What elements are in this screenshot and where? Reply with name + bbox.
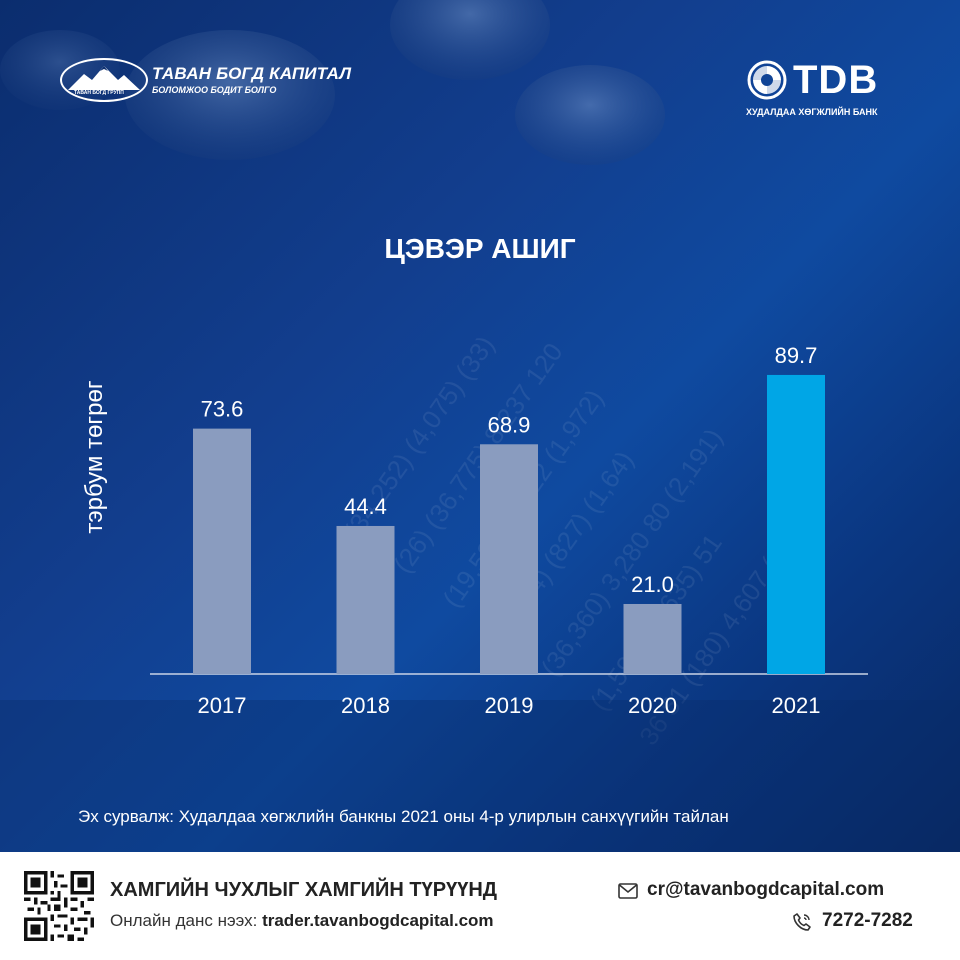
tdb-logo: TDB ХУДАЛДАА ХӨГЖЛИЙН БАНК <box>745 58 915 123</box>
source-note: Эх сурвалж: Худалдаа хөгжлийн банкны 202… <box>78 807 729 826</box>
bar-2018 <box>336 525 395 674</box>
data-label-2020: 21.0 <box>631 572 674 597</box>
online-account-label: Онлайн данс нээх: <box>110 911 263 930</box>
qr-code-icon[interactable] <box>24 871 94 941</box>
phone-icon <box>793 913 811 931</box>
right-logo-brand: TDB <box>793 58 879 102</box>
data-label-2017: 73.6 <box>201 397 244 422</box>
left-logo-sub: ТАВАН БОГД ГРУПП <box>74 90 124 96</box>
left-logo-tagline: БОЛОМЖОО БОДИТ БОЛГО <box>152 85 277 95</box>
data-label-2021: 89.7 <box>775 343 818 368</box>
contact-email[interactable]: cr@tavanbogdcapital.com <box>647 879 885 900</box>
online-account-text: Онлайн данс нээх: trader.tavanbogdcapita… <box>110 911 494 931</box>
mountain-logo-icon <box>60 58 148 102</box>
data-label-2018: 44.4 <box>344 494 387 519</box>
contact-phone[interactable]: 7272-7282 <box>822 910 913 931</box>
bar-2021 <box>767 374 825 674</box>
bar-2020 <box>623 603 682 674</box>
bar-2019 <box>480 444 538 674</box>
bar-2017 <box>193 428 251 674</box>
x-tick-label-2020: 2020 <box>628 693 677 718</box>
x-tick-label-2017: 2017 <box>198 693 247 718</box>
tdb-emblem-icon <box>747 60 787 100</box>
online-account-link[interactable]: trader.tavanbogdcapital.com <box>262 911 494 930</box>
email-icon <box>618 883 638 899</box>
data-label-2019: 68.9 <box>488 412 531 437</box>
tavan-bogd-capital-logo: ТАВАН БОГД ГРУПП ТАВАН БОГД КАПИТАЛ БОЛО… <box>60 58 360 108</box>
left-logo-brand: ТАВАН БОГД КАПИТАЛ <box>152 64 352 83</box>
background-decoration: (34,252) (4,075) (33) (26) (36,775) 8,23… <box>0 0 960 852</box>
footer-slogan: ХАМГИЙН ЧУХЛЫГ ХАМГИЙН ТҮРҮҮНД <box>110 879 498 901</box>
x-tick-label-2019: 2019 <box>485 693 534 718</box>
bar-chart: 73.6 2017 44.4 2018 68.9 2019 21.0 2020 89.7 2021 <box>150 343 868 718</box>
x-tick-label-2021: 2021 <box>772 693 821 718</box>
right-logo-sub: ХУДАЛДАА ХӨГЖЛИЙН БАНК <box>746 107 878 117</box>
chart-title: ЦЭВЭР АШИГ <box>384 233 576 264</box>
x-tick-label-2018: 2018 <box>341 693 390 718</box>
footer-banner <box>0 852 960 960</box>
